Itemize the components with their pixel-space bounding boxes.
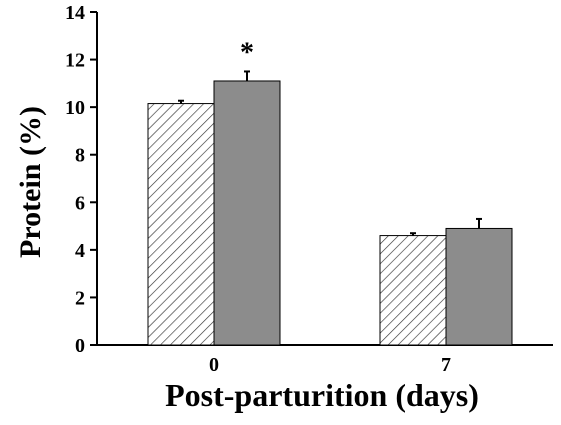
bar-hatched-day-7 — [379, 235, 447, 346]
x-axis-title: Post-parturition (days) — [165, 377, 479, 413]
y-tick-label: 10 — [65, 97, 85, 119]
y-tick-label: 8 — [75, 145, 85, 167]
bar-solid-day-0 — [213, 80, 281, 346]
y-tick-label: 6 — [75, 192, 85, 214]
y-tick-label: 4 — [75, 240, 85, 262]
y-axis-title: Protein (%) — [14, 106, 47, 258]
x-tick-label: 0 — [209, 354, 219, 376]
bar-solid-day-7 — [445, 227, 513, 346]
y-tick-label: 0 — [75, 335, 85, 357]
y-tick-label: 2 — [75, 287, 85, 309]
significance-asterisk: * — [240, 37, 254, 68]
y-tick-label: 14 — [65, 2, 85, 24]
x-tick-label: 7 — [441, 354, 451, 376]
bar-hatched-day-0 — [147, 103, 215, 346]
y-tick-label: 12 — [65, 50, 85, 72]
